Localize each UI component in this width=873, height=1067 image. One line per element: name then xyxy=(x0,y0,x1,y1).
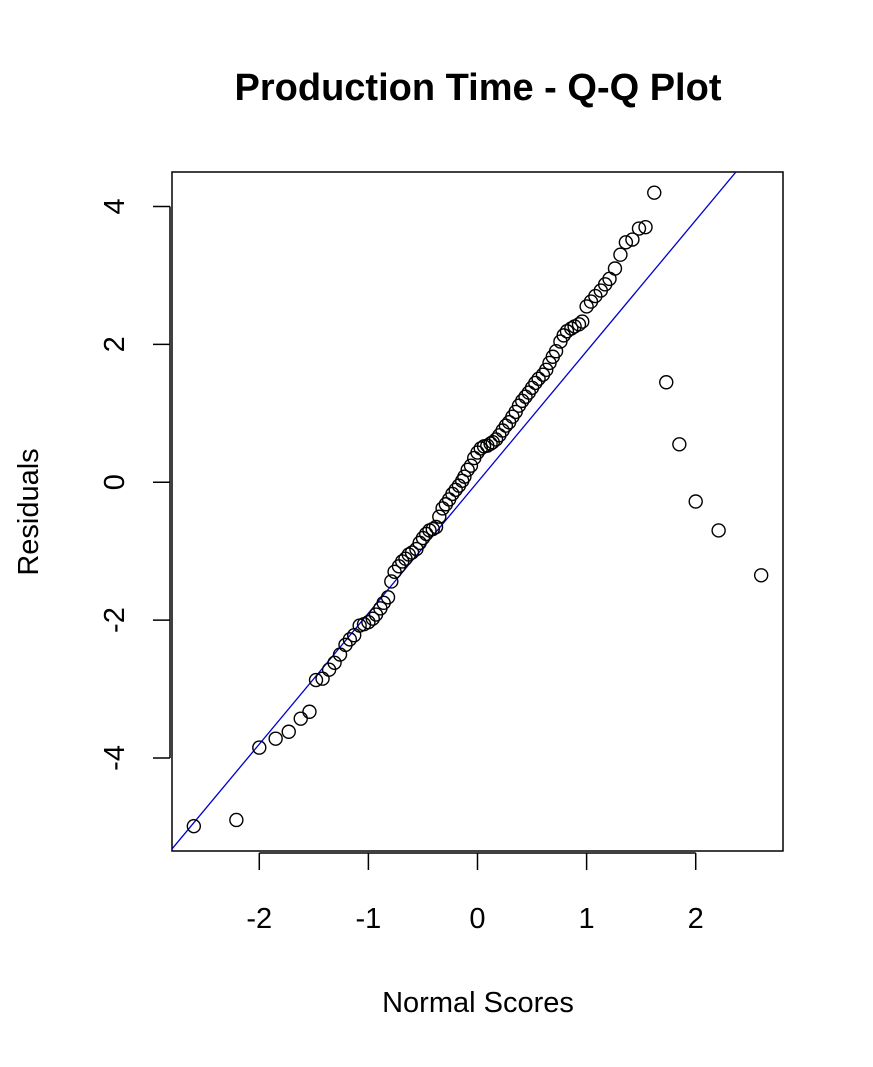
data-point xyxy=(438,497,454,512)
data-point xyxy=(647,185,662,200)
x-tick-label: 0 xyxy=(469,903,485,935)
data-point xyxy=(342,632,358,647)
data-point xyxy=(281,724,296,739)
data-point xyxy=(535,367,551,382)
data-point xyxy=(588,288,603,304)
data-point xyxy=(302,704,317,719)
x-tick-label: -2 xyxy=(246,903,272,935)
data-point xyxy=(365,611,380,626)
data-point xyxy=(688,494,703,509)
data-point xyxy=(711,523,726,538)
data-point xyxy=(361,614,376,630)
chart-title: Production Time - Q-Q Plot xyxy=(235,67,722,109)
data-point xyxy=(571,317,587,332)
data-point xyxy=(672,437,687,452)
data-point xyxy=(559,324,575,339)
data-point xyxy=(607,261,623,276)
data-point xyxy=(531,371,546,387)
data-point xyxy=(404,545,420,560)
plot-area: -2 -1 0 1 2 -4 -2 0 2 4 xyxy=(99,171,784,935)
data-point xyxy=(631,221,647,236)
data-point xyxy=(625,232,640,247)
y-tick-label: -2 xyxy=(99,607,131,633)
data-point xyxy=(435,501,450,516)
reference-line xyxy=(172,172,737,850)
data-point xyxy=(505,409,520,424)
data-point xyxy=(380,590,396,605)
data-point xyxy=(186,818,202,834)
data-point xyxy=(428,519,444,535)
data-point xyxy=(579,299,594,314)
data-point xyxy=(518,389,533,404)
data-point xyxy=(308,672,324,688)
data-point xyxy=(539,362,554,378)
data-point xyxy=(492,428,507,443)
y-axis-label: Residuals xyxy=(13,448,45,575)
data-point xyxy=(521,385,536,400)
x-axis-label: Normal Scores xyxy=(382,987,574,1019)
data-point xyxy=(575,314,590,329)
data-point xyxy=(229,812,244,828)
data-point xyxy=(293,711,308,726)
data-point xyxy=(425,521,440,537)
x-tick-label: 2 xyxy=(688,903,704,935)
y-tick-label: 2 xyxy=(99,336,131,352)
data-point xyxy=(252,740,267,755)
data-point xyxy=(753,568,769,583)
data-point xyxy=(460,462,475,477)
y-tick-label: 0 xyxy=(99,474,131,490)
plot-frame xyxy=(171,171,784,852)
y-tick-label: 4 xyxy=(99,198,131,214)
data-point xyxy=(463,458,479,473)
data-point xyxy=(548,344,564,359)
data-point xyxy=(613,247,628,262)
x-tick-label: -1 xyxy=(355,903,381,935)
data-point xyxy=(618,235,634,250)
data-point xyxy=(659,375,674,390)
x-tick-label: 1 xyxy=(579,903,595,935)
y-tick-label: -4 xyxy=(99,745,131,771)
data-point xyxy=(384,574,399,589)
data-point xyxy=(448,482,463,497)
data-point xyxy=(638,219,653,235)
data-point xyxy=(564,321,579,336)
data-point xyxy=(457,469,472,484)
data-point xyxy=(432,509,447,524)
data-point xyxy=(528,375,543,391)
data-point xyxy=(401,547,416,562)
data-point xyxy=(268,731,283,746)
data-point xyxy=(327,655,342,671)
